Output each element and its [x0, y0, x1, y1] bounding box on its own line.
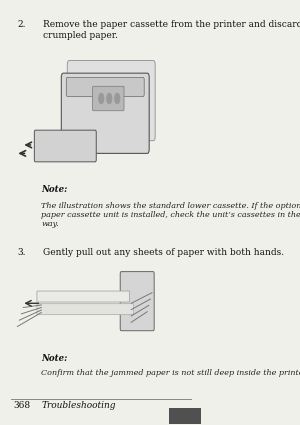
Text: 368: 368 [14, 401, 31, 410]
Text: Remove the paper cassette from the printer and discard any
crumpled paper.: Remove the paper cassette from the print… [43, 20, 300, 40]
Text: Note:: Note: [41, 354, 68, 363]
Text: Troubleshooting: Troubleshooting [41, 401, 116, 410]
FancyBboxPatch shape [66, 77, 144, 96]
FancyBboxPatch shape [34, 130, 96, 162]
Text: Note:: Note: [41, 185, 68, 194]
Text: The illustration shows the standard lower cassette. If the optional
paper casset: The illustration shows the standard lowe… [41, 202, 300, 228]
FancyBboxPatch shape [37, 291, 130, 302]
FancyBboxPatch shape [37, 304, 134, 314]
Circle shape [107, 94, 112, 104]
Text: Gently pull out any sheets of paper with both hands.: Gently pull out any sheets of paper with… [43, 248, 284, 258]
FancyBboxPatch shape [67, 60, 155, 141]
FancyBboxPatch shape [61, 73, 149, 153]
FancyBboxPatch shape [92, 86, 124, 111]
FancyBboxPatch shape [120, 272, 154, 331]
Bar [169, 408, 201, 424]
Circle shape [99, 94, 103, 104]
Circle shape [115, 94, 120, 104]
Text: 2.: 2. [17, 20, 26, 29]
Text: 3.: 3. [17, 248, 26, 258]
Text: Confirm that the jammed paper is not still deep inside the printer.: Confirm that the jammed paper is not sti… [41, 369, 300, 377]
